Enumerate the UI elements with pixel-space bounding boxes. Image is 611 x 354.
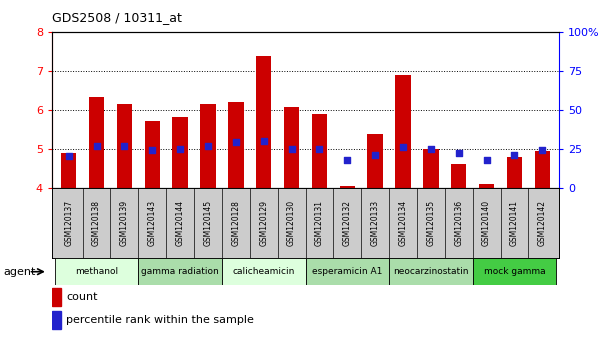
Text: GSM120131: GSM120131 xyxy=(315,200,324,246)
Bar xyxy=(367,134,383,188)
Bar xyxy=(389,258,473,285)
Text: GSM120133: GSM120133 xyxy=(371,200,379,246)
Bar xyxy=(200,104,216,188)
Point xyxy=(203,143,213,148)
Text: GDS2508 / 10311_at: GDS2508 / 10311_at xyxy=(52,11,182,24)
Point xyxy=(287,146,296,152)
Bar xyxy=(340,187,355,188)
Text: agent: agent xyxy=(3,267,35,277)
Bar xyxy=(117,104,132,188)
Bar xyxy=(52,311,61,329)
Text: percentile rank within the sample: percentile rank within the sample xyxy=(66,315,254,325)
Bar xyxy=(423,149,439,188)
Point xyxy=(342,157,352,162)
Bar xyxy=(138,258,222,285)
Text: methanol: methanol xyxy=(75,267,118,276)
Text: GSM120139: GSM120139 xyxy=(120,200,129,246)
Bar xyxy=(284,107,299,188)
Bar xyxy=(507,157,522,188)
Point xyxy=(426,146,436,152)
Text: GSM120140: GSM120140 xyxy=(482,200,491,246)
Point xyxy=(398,144,408,150)
Bar xyxy=(473,258,556,285)
Bar xyxy=(222,258,306,285)
Point xyxy=(120,143,130,148)
Point xyxy=(510,152,519,158)
Point xyxy=(481,157,491,162)
Text: calicheamicin: calicheamicin xyxy=(233,267,295,276)
Bar xyxy=(395,75,411,188)
Bar xyxy=(535,151,550,188)
Point xyxy=(538,147,547,153)
Text: count: count xyxy=(66,292,98,302)
Bar xyxy=(145,121,160,188)
Bar xyxy=(451,164,466,188)
Text: GSM120132: GSM120132 xyxy=(343,200,352,246)
Text: esperamicin A1: esperamicin A1 xyxy=(312,267,382,276)
Point xyxy=(147,147,157,153)
Text: gamma radiation: gamma radiation xyxy=(141,267,219,276)
Bar xyxy=(61,153,76,188)
Point xyxy=(370,152,380,158)
Bar xyxy=(312,114,327,188)
Bar xyxy=(479,184,494,188)
Point xyxy=(454,150,464,156)
Bar xyxy=(228,102,244,188)
Text: GSM120129: GSM120129 xyxy=(259,200,268,246)
Point xyxy=(259,138,269,144)
Text: GSM120141: GSM120141 xyxy=(510,200,519,246)
Point xyxy=(175,146,185,152)
Text: GSM120135: GSM120135 xyxy=(426,200,436,246)
Text: GSM120142: GSM120142 xyxy=(538,200,547,246)
Bar xyxy=(52,288,61,306)
Text: GSM120145: GSM120145 xyxy=(203,200,213,246)
Text: mock gamma: mock gamma xyxy=(484,267,545,276)
Point xyxy=(231,139,241,145)
Text: GSM120128: GSM120128 xyxy=(232,200,240,246)
Bar xyxy=(256,56,271,188)
Point xyxy=(64,154,73,159)
Point xyxy=(92,143,101,148)
Text: neocarzinostatin: neocarzinostatin xyxy=(393,267,469,276)
Text: GSM120130: GSM120130 xyxy=(287,200,296,246)
Text: GSM120136: GSM120136 xyxy=(454,200,463,246)
Bar xyxy=(55,258,138,285)
Bar xyxy=(89,97,104,188)
Bar xyxy=(306,258,389,285)
Point xyxy=(315,146,324,152)
Text: GSM120143: GSM120143 xyxy=(148,200,157,246)
Text: GSM120144: GSM120144 xyxy=(175,200,185,246)
Bar xyxy=(172,117,188,188)
Text: GSM120138: GSM120138 xyxy=(92,200,101,246)
Text: GSM120137: GSM120137 xyxy=(64,200,73,246)
Text: GSM120134: GSM120134 xyxy=(398,200,408,246)
